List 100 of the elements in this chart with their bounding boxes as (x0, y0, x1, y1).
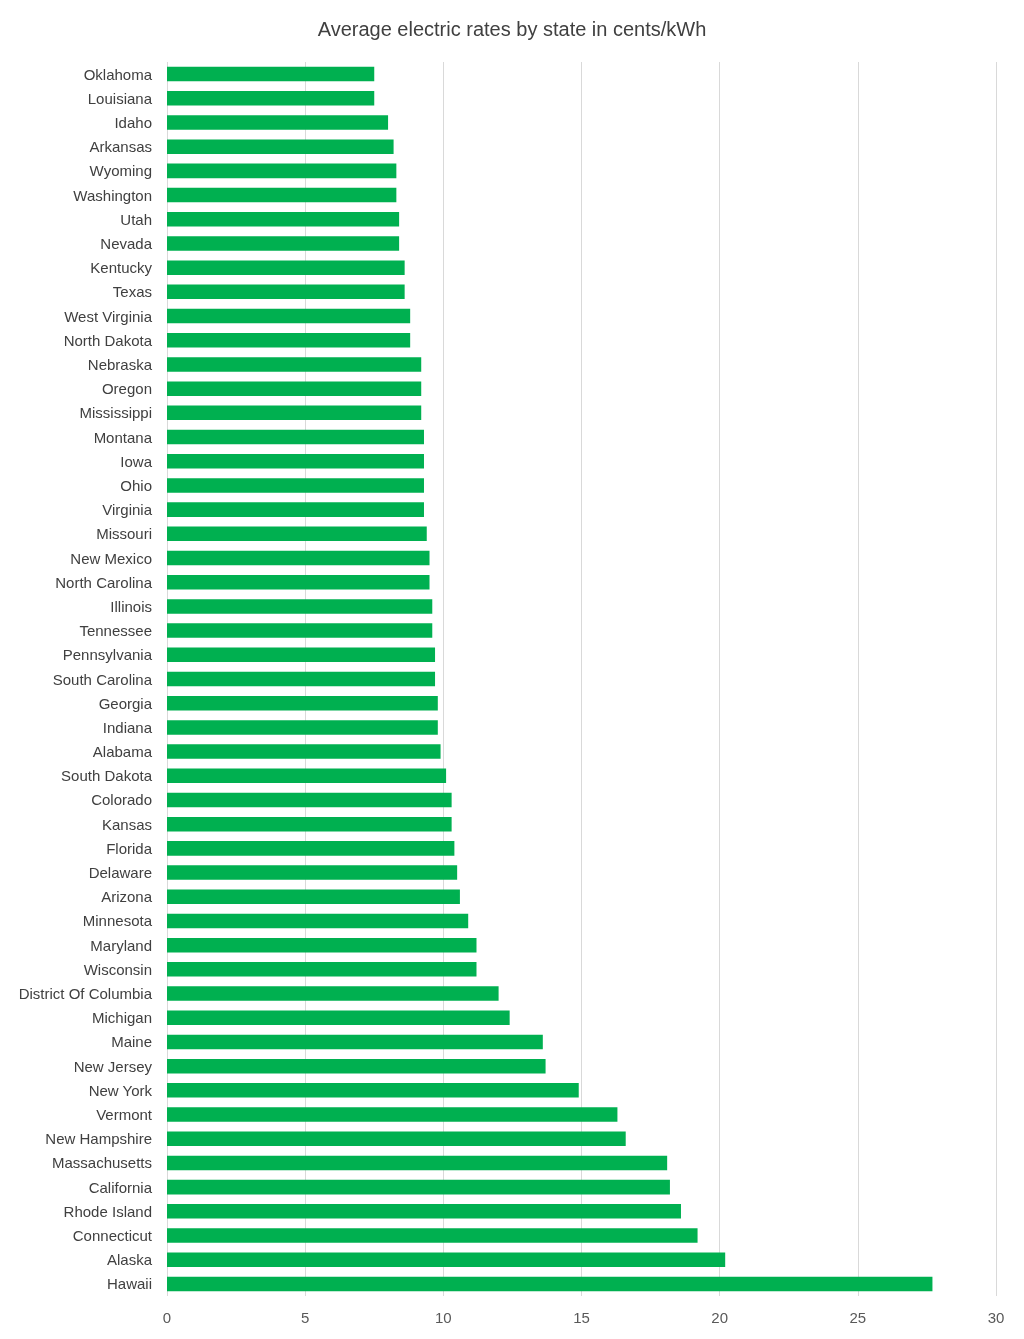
bar (167, 236, 400, 251)
bar (167, 1228, 698, 1243)
x-tick-label: 5 (300, 1309, 310, 1326)
y-tick-label: Wisconsin (83, 960, 152, 978)
bar (167, 1131, 626, 1146)
bar (167, 1083, 579, 1098)
bar (167, 937, 477, 953)
bar (167, 623, 433, 638)
y-tick-label: Maine (111, 1033, 152, 1051)
y-tick-label: Vermont (96, 1106, 153, 1124)
bar (167, 1252, 726, 1267)
y-tick-label: Louisiana (87, 89, 153, 107)
y-tick-label: Nebraska (87, 355, 153, 373)
y-tick-label: Washington (73, 186, 152, 204)
bar (167, 139, 394, 154)
y-tick-label: New York (88, 1081, 153, 1099)
bar (167, 1058, 546, 1074)
y-tick-label: West Virginia (64, 307, 153, 325)
y-tick-label: Michigan (91, 1009, 152, 1027)
y-tick-label: Arizona (101, 888, 153, 906)
bar (167, 357, 422, 372)
y-tick-label: Oklahoma (83, 65, 153, 83)
bar (167, 212, 400, 227)
bar (167, 260, 405, 275)
y-tick-label: Kentucky (90, 259, 153, 277)
x-tick-label: 30 (987, 1309, 1005, 1326)
bar (167, 913, 469, 929)
x-tick-label: 0 (162, 1309, 172, 1326)
bar (167, 1034, 543, 1050)
bar (167, 429, 424, 445)
bar (167, 962, 477, 977)
y-tick-label: Maryland (90, 936, 152, 954)
y-tick-label: Mississippi (79, 404, 152, 422)
bar (167, 1276, 933, 1292)
bar (167, 405, 422, 421)
y-tick-label: Pennsylvania (62, 646, 153, 664)
bar (167, 115, 389, 130)
bar (167, 381, 422, 396)
y-tick-label: Hawaii (106, 1275, 152, 1293)
bar (167, 284, 405, 300)
bar (167, 841, 455, 856)
y-tick-label: District Of Columbia (18, 985, 153, 1003)
bar (167, 453, 424, 469)
y-tick-label: California (88, 1178, 153, 1196)
y-tick-label: Indiana (102, 718, 153, 736)
y-tick-label: Illinois (110, 597, 152, 615)
y-tick-label: Minnesota (82, 912, 153, 930)
y-tick-label: Idaho (114, 113, 152, 131)
bar (167, 599, 433, 614)
x-tick-label: 10 (434, 1309, 452, 1326)
bar (167, 163, 397, 179)
bar (167, 792, 452, 808)
y-tick-label: Georgia (98, 694, 153, 712)
bar (167, 502, 424, 517)
y-tick-label: Florida (106, 839, 153, 857)
bar (167, 187, 397, 203)
y-tick-label: Rhode Island (63, 1202, 152, 1220)
x-tick-label: 15 (573, 1309, 590, 1326)
y-tick-label: Missouri (96, 525, 152, 543)
bar (167, 768, 447, 784)
y-tick-label: Arkansas (89, 138, 152, 156)
y-tick-label: Colorado (91, 791, 152, 809)
y-tick-label: North Dakota (63, 331, 153, 349)
bar (167, 986, 499, 1001)
bar (167, 889, 460, 905)
bar (167, 1204, 681, 1219)
y-tick-label: Massachusetts (51, 1154, 152, 1172)
y-tick-label: North Carolina (55, 573, 153, 591)
y-tick-label: Alabama (92, 743, 153, 761)
y-tick-label: Ohio (120, 476, 152, 494)
bar (167, 1010, 510, 1025)
bar (167, 744, 441, 759)
bar (167, 720, 438, 735)
y-tick-label: Wyoming (89, 162, 152, 180)
chart-title: Average electric rates by state in cents/kWh (317, 18, 707, 40)
y-tick-label: Kansas (101, 815, 152, 833)
bar (167, 526, 427, 542)
bar (167, 308, 411, 324)
bar (167, 66, 375, 82)
y-tick-label: New Mexico (70, 549, 152, 567)
bar (167, 91, 375, 106)
bar (167, 574, 430, 590)
y-tick-label: South Carolina (52, 670, 153, 688)
bar (167, 647, 436, 663)
y-tick-label: Montana (93, 428, 153, 446)
y-tick-label: Connecticut (72, 1227, 153, 1245)
y-tick-label: Virginia (102, 501, 153, 519)
bar (167, 695, 438, 711)
bar (167, 865, 458, 880)
bar (167, 671, 436, 687)
y-tick-label: Iowa (120, 452, 153, 470)
y-tick-label: South Dakota (61, 767, 153, 785)
y-tick-label: Tennessee (79, 622, 152, 640)
y-tick-label: Oregon (101, 380, 152, 398)
x-tick-label: 20 (711, 1309, 729, 1326)
bar (167, 1107, 618, 1122)
y-tick-label: Nevada (100, 234, 153, 252)
bar (167, 333, 411, 348)
bar (167, 1155, 668, 1171)
y-tick-label: Utah (120, 210, 152, 228)
